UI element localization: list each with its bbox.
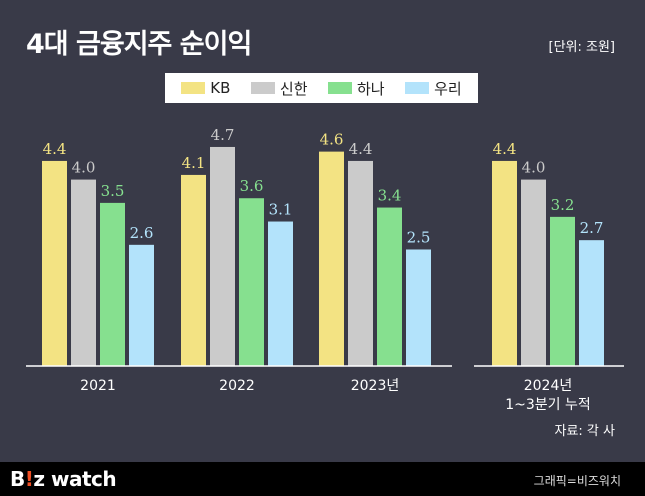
legend-swatch: [250, 82, 275, 94]
data-label: 3.4: [378, 187, 402, 205]
bar: [239, 198, 264, 366]
data-label: 3.2: [551, 196, 575, 214]
bar: [492, 160, 517, 366]
footer-bar: B!z watch 그래픽=비즈워치: [0, 462, 645, 496]
bar: [42, 160, 67, 366]
legend-item: 신한: [250, 78, 308, 99]
legend-swatch: [181, 82, 206, 94]
bar: [319, 151, 344, 366]
bar: [521, 179, 546, 366]
bar: [406, 249, 431, 366]
legend-swatch: [405, 82, 430, 94]
bar: [71, 179, 96, 366]
bar: [550, 216, 575, 366]
x-tick-label: 2024년: [524, 378, 573, 394]
data-label: 4.0: [72, 159, 96, 177]
chart-title: 4대 금융지주 순이익: [26, 29, 252, 60]
x-tick-label: 1~3분기 누적: [505, 397, 591, 413]
x-tick-label: 2022: [219, 378, 255, 394]
bar: [210, 146, 235, 366]
data-label: 2.5: [407, 228, 431, 246]
bar: [100, 202, 125, 366]
data-label: 4.4: [349, 140, 373, 158]
x-tick-label: 2021: [80, 378, 116, 394]
bar: [377, 207, 402, 366]
data-label: 3.1: [269, 201, 293, 219]
bar: [181, 174, 206, 366]
legend-label: 하나: [357, 79, 385, 98]
unit-label: [단위: 조원]: [548, 40, 616, 55]
legend-item: KB: [181, 79, 230, 97]
data-label: 4.7: [211, 126, 235, 144]
legend-item: 우리: [405, 78, 462, 99]
legend-label: 신한: [279, 79, 308, 98]
legend-swatch: [328, 82, 352, 94]
legend: KB 신한 하나 우리: [165, 73, 478, 103]
bar: [579, 240, 604, 366]
source-note: 자료: 각 사: [554, 424, 616, 439]
data-label: 4.4: [43, 140, 67, 158]
bizwatch-logo: B!z watch: [10, 467, 117, 491]
data-label: 2.6: [130, 224, 154, 242]
x-tick-label: 2023년: [351, 378, 400, 394]
data-label: 3.5: [101, 182, 125, 200]
bar: [268, 221, 293, 366]
bar: [348, 160, 373, 366]
data-label: 4.4: [493, 140, 517, 158]
legend-label: KB: [210, 79, 231, 97]
data-label: 4.0: [522, 159, 546, 177]
graphic-credit: 그래픽=비즈워치: [533, 474, 621, 488]
data-label: 4.6: [320, 131, 344, 149]
legend-item: 하나: [328, 78, 385, 99]
data-label: 4.1: [182, 154, 206, 172]
data-label: 2.7: [580, 219, 604, 237]
bar-chart: 4.4 4.0 3.5 2.6 2021 4.1 4.7 3.6 3.1 2022 4.6 4.4 3.…: [26, 126, 624, 413]
data-label: 3.6: [240, 177, 264, 195]
bar: [129, 244, 154, 366]
legend-label: 우리: [434, 79, 462, 98]
